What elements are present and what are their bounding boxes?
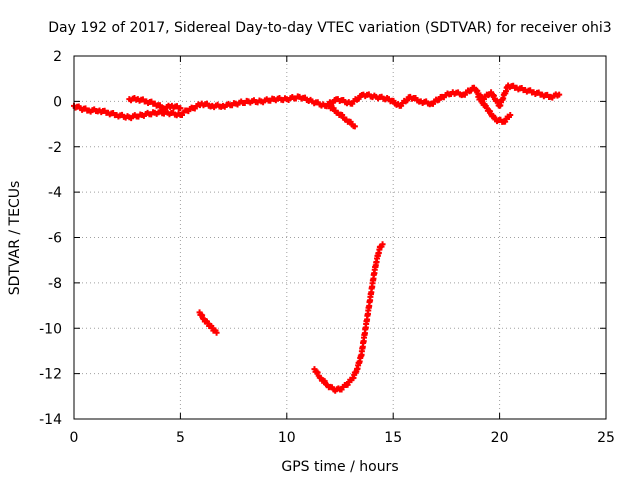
y-tick-label: -14 bbox=[39, 412, 62, 428]
plot-frame bbox=[73, 55, 607, 420]
data-point bbox=[379, 241, 386, 248]
y-tick-label: -6 bbox=[48, 231, 62, 247]
series-upper-branch bbox=[126, 94, 184, 112]
data-point-fill bbox=[478, 96, 485, 103]
y-tick-label: -2 bbox=[48, 140, 62, 156]
y-tick-label: -12 bbox=[39, 367, 62, 383]
x-tick-label: 25 bbox=[597, 430, 615, 446]
series-segment-12h bbox=[311, 241, 386, 394]
data-points bbox=[71, 82, 563, 394]
series-segment-6h bbox=[196, 309, 220, 336]
data-point bbox=[213, 329, 220, 336]
series-lower-dip-20h bbox=[475, 93, 514, 125]
series-lower-dip-12h bbox=[326, 102, 358, 130]
chart-title: Day 192 of 2017, Sidereal Day-to-day VTE… bbox=[48, 20, 611, 36]
series-main-trace bbox=[71, 82, 563, 122]
y-tick-label: 0 bbox=[53, 94, 62, 110]
data-point-fill bbox=[487, 108, 494, 115]
x-tick-label: 5 bbox=[176, 430, 185, 446]
data-point-fill bbox=[474, 87, 481, 94]
x-axis-label: GPS time / hours bbox=[281, 459, 398, 475]
data-point bbox=[507, 111, 514, 118]
x-tick-label: 10 bbox=[278, 430, 296, 446]
data-point-fill bbox=[404, 97, 411, 104]
x-tick-label: 15 bbox=[384, 430, 402, 446]
y-axis-label: SDTVAR / TECUs bbox=[7, 181, 23, 296]
data-point bbox=[177, 105, 184, 112]
data-point bbox=[556, 91, 563, 98]
data-point-fill bbox=[314, 369, 321, 376]
x-tick-label: 20 bbox=[491, 430, 509, 446]
x-tick-label: 0 bbox=[70, 430, 79, 446]
data-point bbox=[351, 123, 358, 130]
y-tick-label: 2 bbox=[53, 49, 62, 65]
y-tick-label: -10 bbox=[39, 321, 62, 337]
y-tick-label: -8 bbox=[48, 276, 62, 292]
data-point-fill bbox=[321, 378, 328, 385]
y-tick-label: -4 bbox=[48, 185, 62, 201]
